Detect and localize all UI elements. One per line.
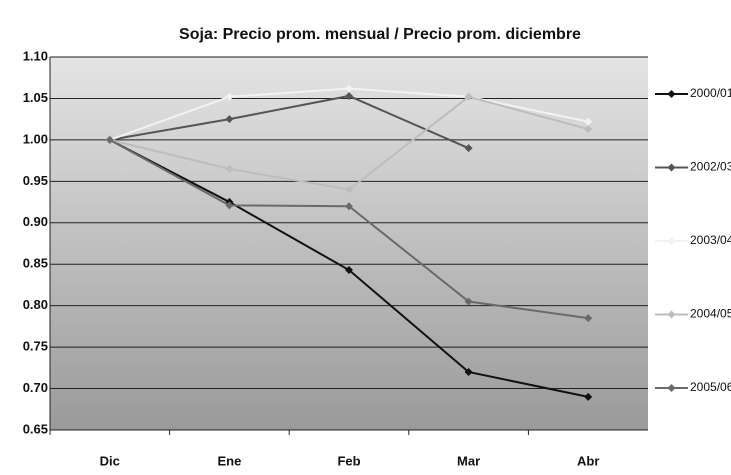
x-tick-label: Feb: [337, 453, 360, 468]
y-tick-label: 0.80: [23, 297, 48, 312]
y-tick-label: 1.10: [23, 48, 48, 63]
point: [584, 125, 593, 134]
series-line: [109, 94, 470, 150]
point: [345, 91, 353, 100]
point: [345, 84, 353, 93]
legend-label: 2000/01: [690, 86, 731, 100]
point: [345, 202, 353, 211]
point: [464, 144, 473, 153]
point: [225, 201, 234, 210]
legend-marker: [667, 90, 676, 98]
x-tick-label: Ene: [217, 453, 241, 468]
x-tick-label: Abr: [577, 453, 599, 468]
legend-marker: [667, 384, 676, 392]
legend-marker: [667, 237, 676, 245]
y-tick-label: 0.95: [23, 173, 48, 188]
point: [345, 185, 353, 194]
point: [105, 135, 114, 144]
point: [464, 367, 473, 376]
point: [584, 117, 593, 126]
plot-area: [50, 57, 648, 430]
legend-label: 2002/03: [690, 160, 731, 174]
chart-title: Soja: Precio prom. mensual / Precio prom…: [179, 26, 581, 43]
y-tick-label: 0.85: [23, 256, 48, 271]
y-tick-label: 0.90: [23, 214, 48, 229]
legend-label: 2005/06: [690, 380, 731, 394]
point: [345, 266, 353, 275]
y-tick-label: 0.75: [23, 339, 48, 354]
legend-label: 2004/05: [690, 307, 731, 321]
legend-marker: [667, 310, 676, 319]
y-tick-label: 0.70: [23, 380, 48, 395]
point: [464, 92, 473, 101]
legend-marker: [667, 163, 676, 172]
x-tick-label: Dic: [100, 453, 120, 468]
y-tick-label: 1.00: [23, 131, 48, 146]
point: [584, 314, 593, 323]
point: [225, 164, 234, 173]
y-tick-label: 1.05: [23, 90, 48, 105]
point: [225, 115, 234, 124]
point: [225, 92, 234, 101]
legend-label: 2003/04: [690, 233, 731, 247]
x-tick-label: Mar: [457, 453, 480, 468]
point: [464, 297, 473, 306]
point: [584, 392, 593, 401]
y-tick-label: 0.65: [23, 421, 48, 436]
